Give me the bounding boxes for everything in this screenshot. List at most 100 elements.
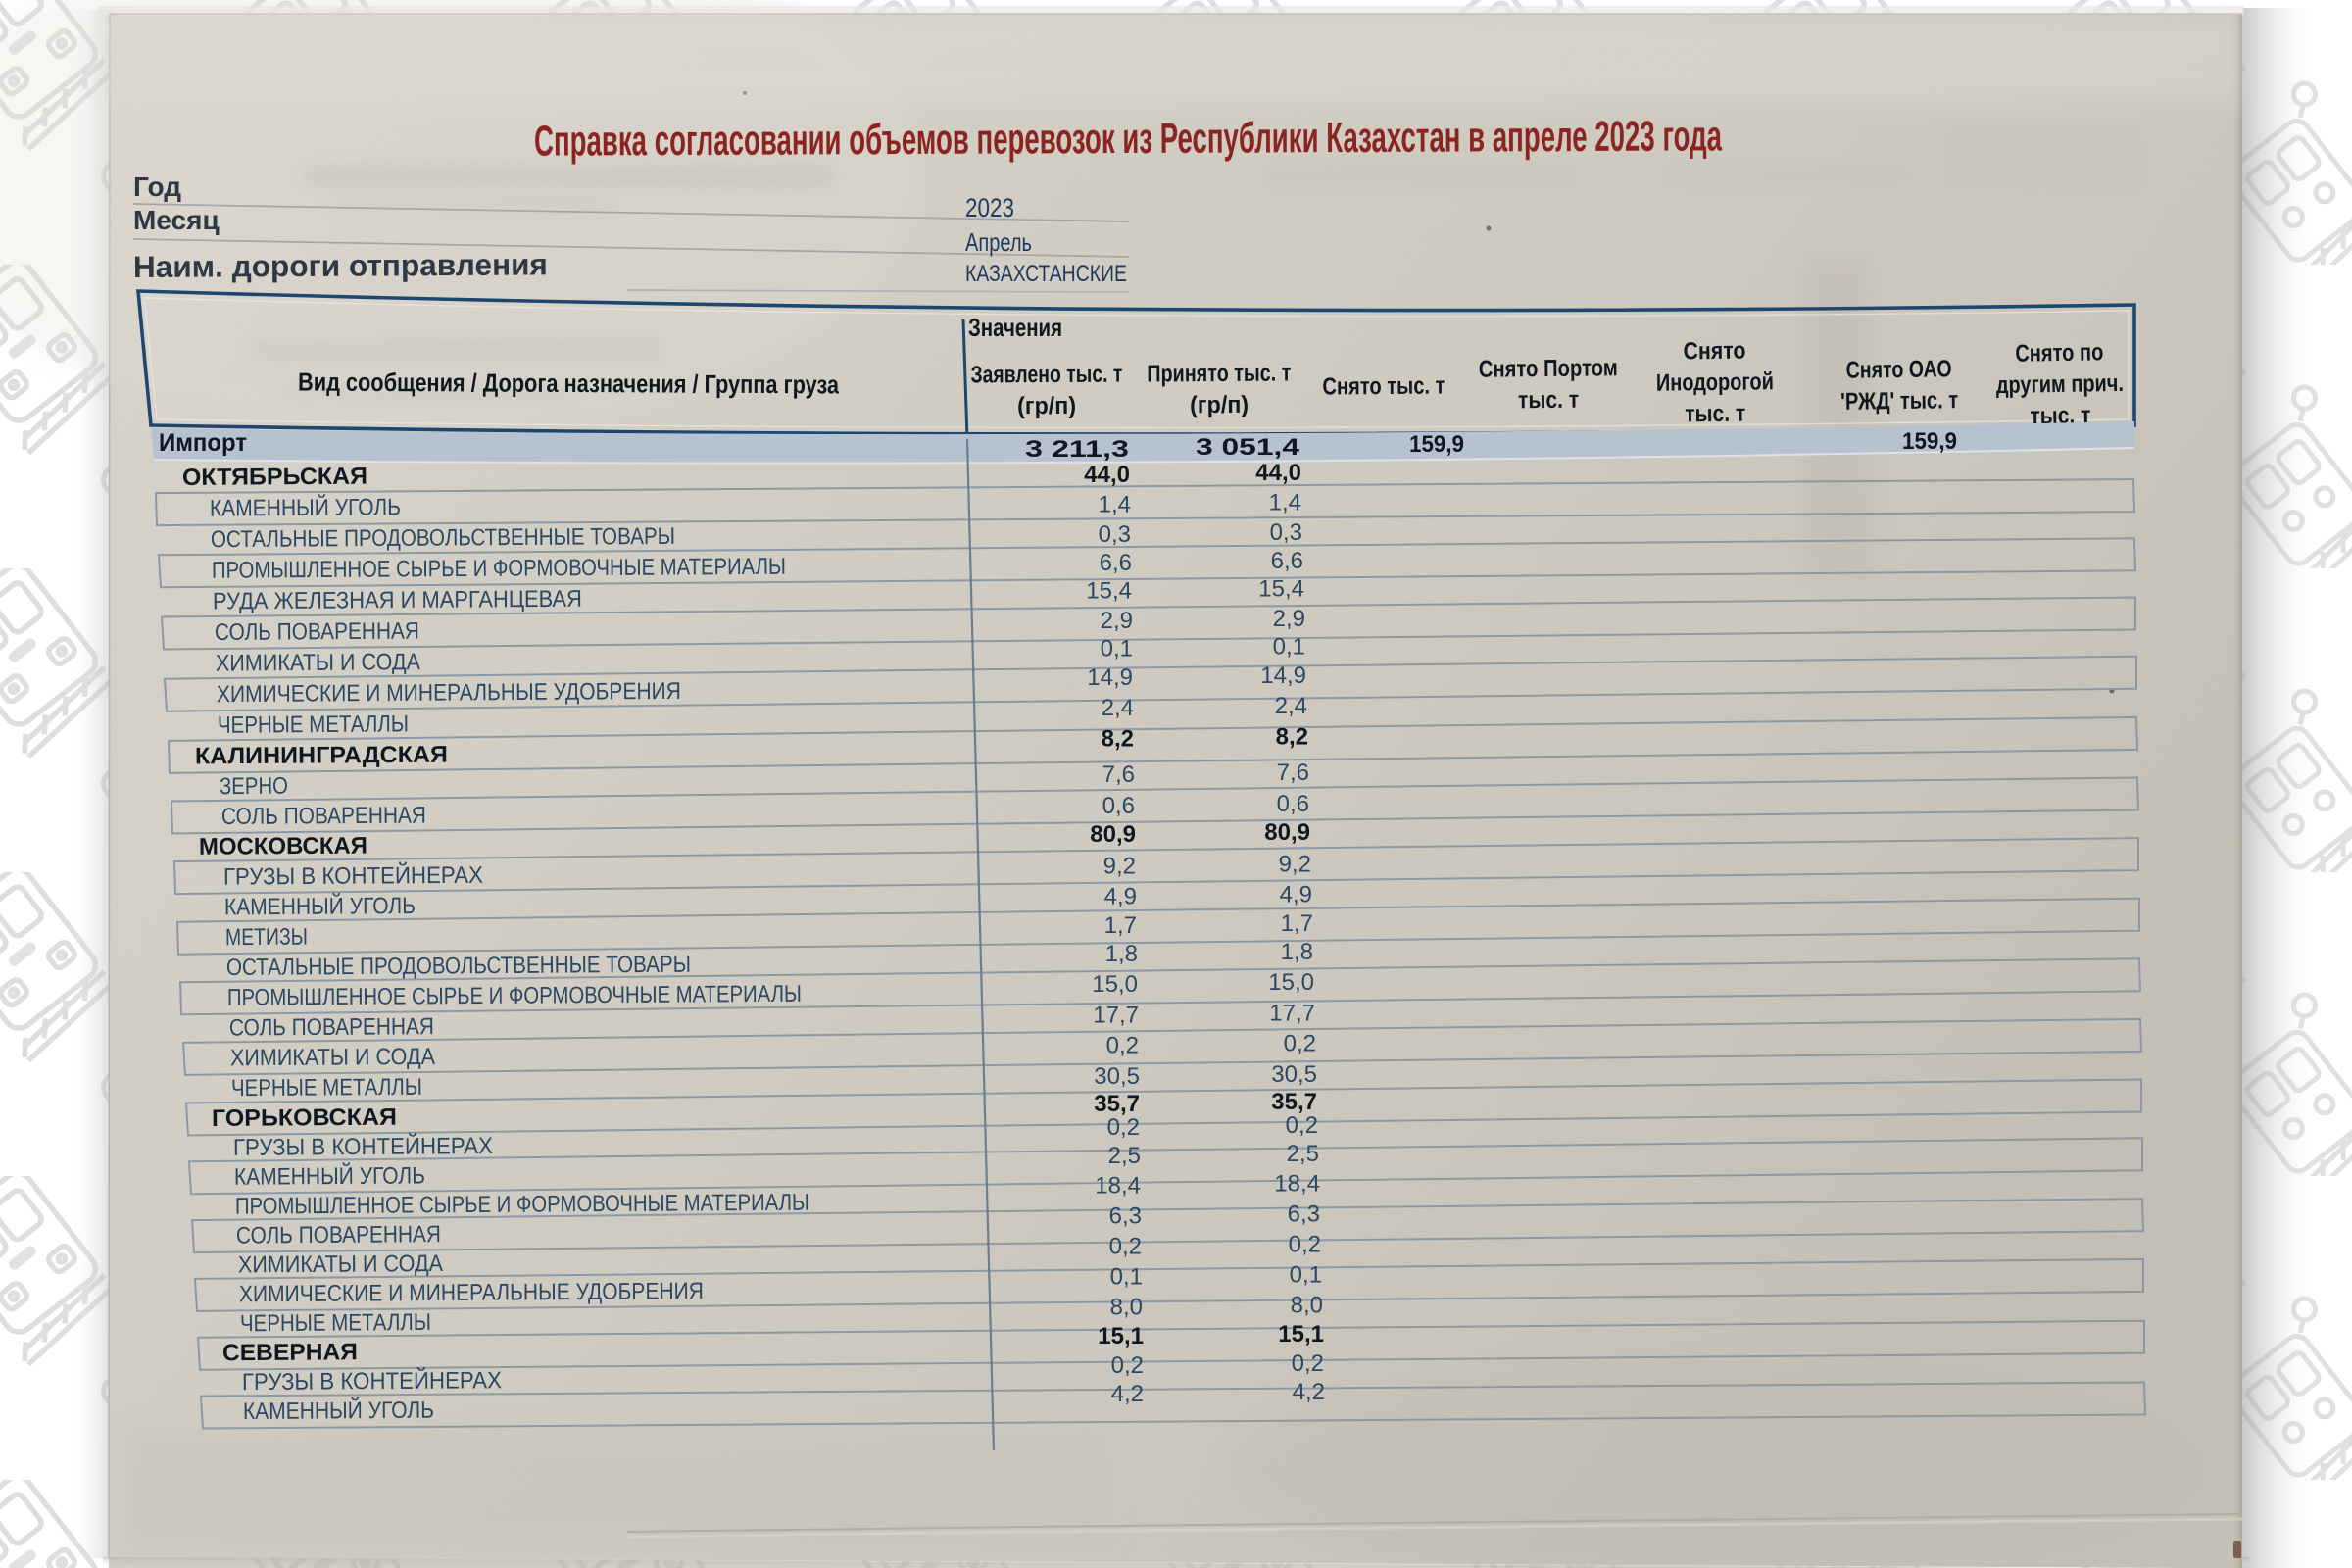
svg-text:РУДА ЖЕЛЕЗНАЯ И МАРГАНЦЕВАЯ: РУДА ЖЕЛЕЗНАЯ И МАРГАНЦЕВАЯ (213, 586, 582, 615)
svg-text:6,6: 6,6 (1100, 550, 1132, 576)
svg-text:ОСТАЛЬНЫЕ ПРОДОВОЛЬСТВЕННЫЕ ТО: ОСТАЛЬНЫЕ ПРОДОВОЛЬСТВЕННЫЕ ТОВАРЫ (226, 952, 691, 981)
svg-text:2,5: 2,5 (1108, 1143, 1141, 1169)
svg-text:ЧЕРНЫЕ МЕТАЛЛЫ: ЧЕРНЫЕ МЕТАЛЛЫ (231, 1074, 422, 1102)
svg-text:2023: 2023 (965, 193, 1014, 222)
svg-text:44,0: 44,0 (1255, 460, 1301, 486)
svg-text:30,5: 30,5 (1271, 1061, 1317, 1088)
svg-text:44,0: 44,0 (1084, 462, 1130, 488)
svg-text:7,6: 7,6 (1277, 760, 1309, 786)
svg-text:(гр/п): (гр/п) (1190, 392, 1249, 418)
svg-text:18,4: 18,4 (1095, 1173, 1141, 1200)
svg-text:ХИМИКАТЫ И СОДА: ХИМИКАТЫ И СОДА (216, 649, 420, 676)
svg-text:Снято: Снято (1683, 338, 1745, 366)
svg-text:4,9: 4,9 (1104, 883, 1137, 909)
svg-text:159,9: 159,9 (1902, 428, 1957, 455)
svg-text:0,2: 0,2 (1107, 1114, 1140, 1141)
svg-text:ГРУЗЫ В КОНТЕЙНЕРАХ: ГРУЗЫ В КОНТЕЙНЕРАХ (233, 1132, 493, 1161)
svg-text:9,2: 9,2 (1103, 854, 1136, 880)
svg-text:СОЛЬ ПОВАРЕННАЯ: СОЛЬ ПОВАРЕННАЯ (221, 803, 426, 830)
svg-text:80,9: 80,9 (1264, 819, 1310, 846)
svg-text:ОСТАЛЬНЫЕ ПРОДОВОЛЬСТВЕННЫЕ ТО: ОСТАЛЬНЫЕ ПРОДОВОЛЬСТВЕННЫЕ ТОВАРЫ (211, 523, 675, 553)
svg-text:3 051,4: 3 051,4 (1196, 434, 1299, 461)
svg-text:КАМЕННЫЙ УГОЛЬ: КАМЕННЫЙ УГОЛЬ (234, 1161, 425, 1190)
svg-text:ГОРЬКОВСКАЯ: ГОРЬКОВСКАЯ (212, 1104, 397, 1132)
svg-text:Наим. дороги отправления: Наим. дороги отправления (133, 247, 548, 284)
svg-text:1,8: 1,8 (1105, 941, 1138, 967)
svg-text:35,7: 35,7 (1094, 1091, 1140, 1117)
svg-text:СОЛЬ ПОВАРЕННАЯ: СОЛЬ ПОВАРЕННАЯ (215, 618, 419, 646)
svg-text:4,2: 4,2 (1293, 1379, 1325, 1405)
svg-text:14,9: 14,9 (1260, 662, 1306, 689)
svg-text:2,5: 2,5 (1287, 1141, 1319, 1167)
svg-text:2,4: 2,4 (1102, 695, 1134, 721)
svg-text:1,7: 1,7 (1281, 910, 1313, 937)
svg-text:0,2: 0,2 (1289, 1232, 1321, 1258)
svg-text:КАЛИНИНГРАДСКАЯ: КАЛИНИНГРАДСКАЯ (195, 742, 448, 770)
svg-text:МЕТИЗЫ: МЕТИЗЫ (225, 924, 308, 952)
svg-text:ЧЕРНЫЕ МЕТАЛЛЫ: ЧЕРНЫЕ МЕТАЛЛЫ (218, 710, 409, 738)
svg-text:18,4: 18,4 (1274, 1171, 1320, 1198)
svg-text:тыс. т: тыс. т (1518, 387, 1579, 415)
svg-text:ХИМИЧЕСКИЕ И МИНЕРАЛЬНЫЕ УДОБР: ХИМИЧЕСКИЕ И МИНЕРАЛЬНЫЕ УДОБРЕНИЯ (217, 678, 681, 708)
svg-text:0,2: 0,2 (1111, 1352, 1144, 1379)
svg-text:Инодорогой: Инодорогой (1656, 368, 1774, 396)
svg-text:15,4: 15,4 (1258, 575, 1304, 602)
svg-text:6,3: 6,3 (1288, 1201, 1320, 1228)
svg-text:8,0: 8,0 (1110, 1294, 1143, 1320)
svg-text:6,6: 6,6 (1271, 548, 1303, 574)
svg-text:1,4: 1,4 (1099, 492, 1131, 518)
svg-text:ХИМИЧЕСКИЕ И МИНЕРАЛЬНЫЕ УДОБР: ХИМИЧЕСКИЕ И МИНЕРАЛЬНЫЕ УДОБРЕНИЯ (239, 1278, 704, 1307)
svg-text:ЧЕРНЫЕ МЕТАЛЛЫ: ЧЕРНЫЕ МЕТАЛЛЫ (240, 1309, 431, 1337)
svg-text:0,2: 0,2 (1284, 1030, 1316, 1056)
svg-text:Значения: Значения (968, 313, 1062, 342)
svg-text:тыс. т: тыс. т (1685, 401, 1745, 428)
svg-text:ПРОМЫШЛЕННОЕ СЫРЬЕ И ФОРМОВОЧН: ПРОМЫШЛЕННОЕ СЫРЬЕ И ФОРМОВОЧНЫЕ МАТЕРИА… (227, 981, 802, 1011)
svg-text:0,1: 0,1 (1273, 634, 1305, 661)
svg-text:6,3: 6,3 (1109, 1203, 1142, 1230)
svg-text:9,2: 9,2 (1279, 852, 1311, 878)
svg-text:0,1: 0,1 (1101, 636, 1133, 662)
svg-text:'РЖД' тыс. т: 'РЖД' тыс. т (1840, 387, 1958, 416)
svg-text:ГРУЗЫ В КОНТЕЙНЕРАХ: ГРУЗЫ В КОНТЕЙНЕРАХ (242, 1366, 502, 1396)
svg-text:КАМЕННЫЙ УГОЛЬ: КАМЕННЫЙ УГОЛЬ (243, 1396, 434, 1425)
svg-text:15,1: 15,1 (1278, 1321, 1324, 1348)
svg-text:0,3: 0,3 (1099, 521, 1131, 548)
svg-text:15,1: 15,1 (1098, 1323, 1144, 1349)
svg-text:Снято по: Снято по (2015, 339, 2103, 368)
svg-text:2,9: 2,9 (1101, 608, 1133, 634)
svg-text:35,7: 35,7 (1271, 1089, 1317, 1115)
svg-text:ГРУЗЫ В КОНТЕЙНЕРАХ: ГРУЗЫ В КОНТЕЙНЕРАХ (223, 861, 483, 891)
svg-text:Принято тыс. т: Принято тыс. т (1147, 360, 1291, 387)
svg-text:ОКТЯБРЬСКАЯ: ОКТЯБРЬСКАЯ (182, 464, 368, 491)
svg-text:Импорт: Импорт (159, 429, 247, 457)
svg-text:4,2: 4,2 (1111, 1381, 1144, 1407)
svg-text:Апрель: Апрель (965, 227, 1032, 257)
svg-text:17,7: 17,7 (1269, 1001, 1315, 1027)
svg-text:СЕВЕРНАЯ: СЕВЕРНАЯ (222, 1339, 358, 1366)
svg-text:7,6: 7,6 (1102, 761, 1135, 788)
svg-text:2,4: 2,4 (1275, 693, 1307, 719)
svg-text:Год: Год (133, 172, 181, 202)
svg-text:80,9: 80,9 (1090, 821, 1136, 848)
svg-text:0,6: 0,6 (1102, 793, 1135, 819)
svg-text:0,2: 0,2 (1106, 1032, 1139, 1058)
svg-text:8,2: 8,2 (1102, 725, 1134, 752)
svg-text:1,7: 1,7 (1104, 912, 1137, 939)
svg-text:15,0: 15,0 (1092, 971, 1138, 998)
svg-text:ХИМИКАТЫ И СОДА: ХИМИКАТЫ И СОДА (230, 1044, 435, 1071)
svg-text:0,1: 0,1 (1290, 1261, 1322, 1288)
svg-text:4,9: 4,9 (1280, 881, 1312, 907)
svg-text:Заявлено тыс. т: Заявлено тыс. т (970, 362, 1122, 389)
svg-text:ЗЕРНО: ЗЕРНО (220, 773, 288, 800)
svg-text:ХИМИКАТЫ И СОДА: ХИМИКАТЫ И СОДА (238, 1250, 443, 1278)
svg-text:Вид сообщения / Дорога назначе: Вид сообщения / Дорога назначения / Груп… (298, 368, 840, 400)
svg-text:СОЛЬ ПОВАРЕННАЯ: СОЛЬ ПОВАРЕННАЯ (236, 1221, 441, 1249)
svg-text:другим прич.: другим прич. (1996, 370, 2124, 399)
svg-text:СОЛЬ ПОВАРЕННАЯ: СОЛЬ ПОВАРЕННАЯ (229, 1013, 434, 1041)
svg-text:(гр/п): (гр/п) (1017, 393, 1076, 419)
svg-text:30,5: 30,5 (1094, 1063, 1140, 1090)
svg-text:0,2: 0,2 (1292, 1350, 1324, 1377)
svg-text:159,9: 159,9 (1409, 431, 1464, 458)
svg-text:КАЗАХСТАНСКИЕ: КАЗАХСТАНСКИЕ (965, 261, 1127, 287)
svg-text:2,9: 2,9 (1273, 606, 1305, 632)
